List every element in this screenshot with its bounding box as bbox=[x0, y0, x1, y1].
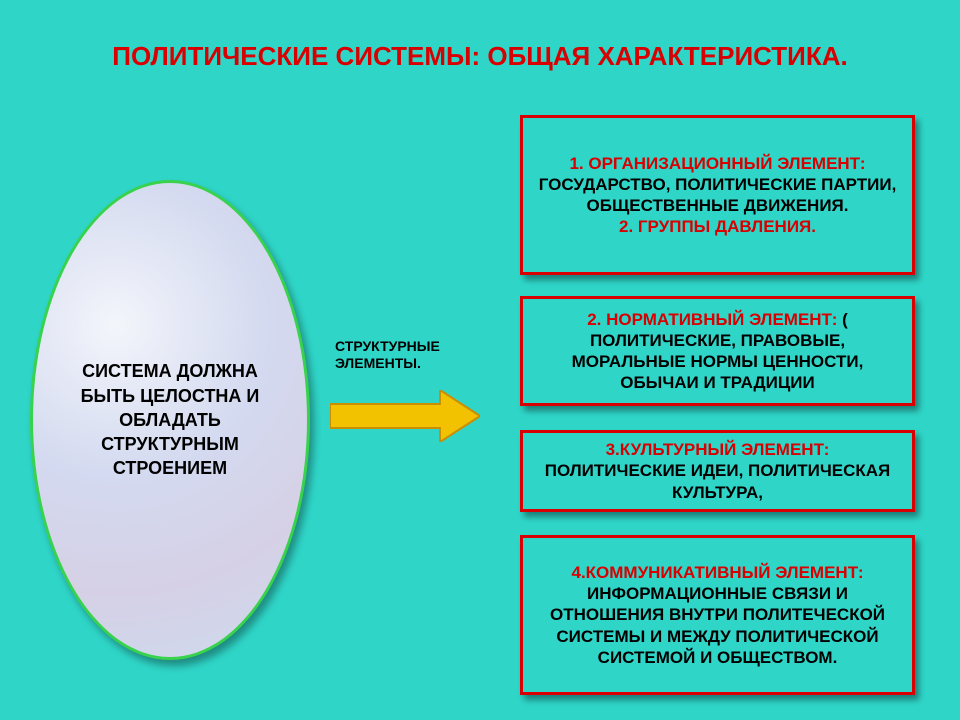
element-box-header: 2. НОРМАТИВНЫЙ ЭЛЕМЕНТ: bbox=[587, 310, 837, 329]
element-box-header: 3.КУЛЬТУРНЫЙ ЭЛЕМЕНТ: bbox=[606, 440, 830, 459]
element-box-body: ПОЛИТИЧЕСКИЕ ИДЕИ, ПОЛИТИЧЕСКАЯ КУЛЬТУРА… bbox=[545, 461, 891, 501]
element-box-body: ИНФОРМАЦИОННЫЕ СВЯЗИ И ОТНОШЕНИЯ ВНУТРИ … bbox=[550, 584, 885, 667]
element-box-2: 2. НОРМАТИВНЫЙ ЭЛЕМЕНТ: ( ПОЛИТИЧЕСКИЕ, … bbox=[520, 296, 915, 406]
slide-title: ПОЛИТИЧЕСКИЕ СИСТЕМЫ: ОБЩАЯ ХАРАКТЕРИСТИ… bbox=[0, 40, 960, 73]
arrow-label-line1: СТРУКТУРНЫЕ bbox=[335, 338, 440, 354]
arrow-label-line2: ЭЛЕМЕНТЫ. bbox=[335, 355, 421, 371]
arrow-label: СТРУКТУРНЫЕ ЭЛЕМЕНТЫ. bbox=[335, 338, 440, 372]
arrow-icon bbox=[330, 390, 480, 447]
system-ellipse-text: СИСТЕМА ДОЛЖНА БЫТЬ ЦЕЛОСТНА И ОБЛАДАТЬ … bbox=[30, 180, 310, 660]
element-box-body: ГОСУДАРСТВО, ПОЛИТИЧЕСКИЕ ПАРТИИ, ОБЩЕСТ… bbox=[539, 175, 897, 215]
element-box-header: 4.КОММУНИКАТИВНЫЙ ЭЛЕМЕНТ: bbox=[571, 563, 863, 582]
slide: ПОЛИТИЧЕСКИЕ СИСТЕМЫ: ОБЩАЯ ХАРАКТЕРИСТИ… bbox=[0, 0, 960, 720]
element-box-4: 4.КОММУНИКАТИВНЫЙ ЭЛЕМЕНТ: ИНФОРМАЦИОННЫ… bbox=[520, 535, 915, 695]
element-box-1: 1. ОРГАНИЗАЦИОННЫЙ ЭЛЕМЕНТ: ГОСУДАРСТВО,… bbox=[520, 115, 915, 275]
system-ellipse: СИСТЕМА ДОЛЖНА БЫТЬ ЦЕЛОСТНА И ОБЛАДАТЬ … bbox=[30, 180, 310, 660]
element-box-footer: 2. ГРУППЫ ДАВЛЕНИЯ. bbox=[533, 216, 902, 237]
element-box-header: 1. ОРГАНИЗАЦИОННЫЙ ЭЛЕМЕНТ: bbox=[569, 154, 865, 173]
element-box-3: 3.КУЛЬТУРНЫЙ ЭЛЕМЕНТ: ПОЛИТИЧЕСКИЕ ИДЕИ,… bbox=[520, 430, 915, 512]
